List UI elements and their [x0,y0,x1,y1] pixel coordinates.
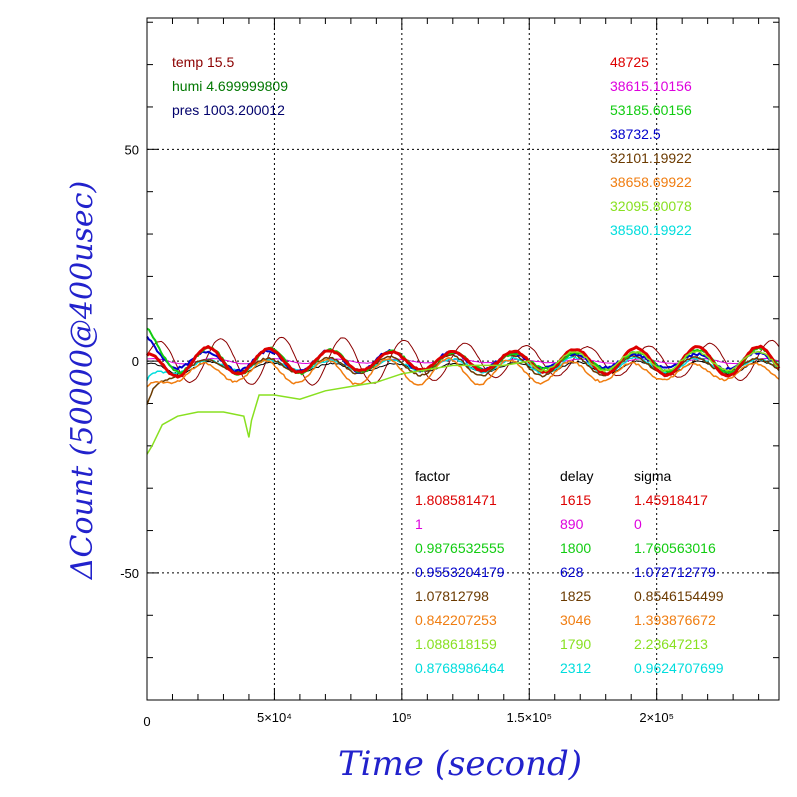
series-line [146,336,780,386]
series-line [146,357,780,388]
table-cell-factor: 0.8768986464 [415,660,505,676]
env-humi-label: humi 4.699999809 [172,78,288,94]
x-tick-label: 10⁵ [392,710,412,725]
table-cell-factor: 1.808581471 [415,492,497,508]
y-tick-label: -50 [120,566,139,581]
env-temp-label: temp 15.5 [172,54,234,70]
table-cell-factor: 1 [415,516,423,532]
y-tick-label: 50 [125,142,139,157]
x-tick-label: 5×10⁴ [257,710,292,725]
table-cell-sigma: 0.8546154499 [634,588,724,604]
table-cell-factor: 0.9553204179 [415,564,505,580]
table-cell-delay: 1800 [560,540,591,556]
count-label: 32101.19922 [610,150,692,166]
tick-marks [146,18,779,701]
series-line-drift [146,350,779,455]
y-tick-label: 0 [132,354,139,369]
table-cell-delay: 1825 [560,588,591,604]
table-cell-factor: 1.088618159 [415,636,497,652]
table-cell-factor: 0.842207253 [415,612,497,628]
table-header: factor [415,468,450,484]
table-header: delay [560,468,593,484]
count-label: 48725 [610,54,649,70]
count-label: 38580.19922 [610,222,692,238]
count-label: 38615.10156 [610,78,692,94]
count-label: 53185.60156 [610,102,692,118]
table-cell-delay: 2312 [560,660,591,676]
table-cell-sigma: 2.23647213 [634,636,708,652]
series-line [145,344,781,379]
count-label: 38732.5 [610,126,661,142]
table-cell-sigma: 0 [634,516,642,532]
table-header: sigma [634,468,672,484]
env-pres-label: pres 1003.200012 [172,102,285,118]
counts-legend: 48725 38615.10156 53185.60156 38732.5 32101.… [610,54,692,238]
table-cell-sigma: 1.393876672 [634,612,716,628]
y-axis-title: ΔCount (50000@400usec) [65,181,100,580]
table-cell-factor: 0.9876532555 [415,540,505,556]
table-cell-delay: 628 [560,564,584,580]
count-label: 38658.69922 [610,174,692,190]
x-tick-label: 2×10⁵ [639,710,674,725]
table-cell-delay: 890 [560,516,584,532]
data-lines [145,327,781,455]
plot-frame [146,17,780,701]
table-cell-delay: 3046 [560,612,591,628]
count-label: 32095.80078 [610,198,692,214]
tick-labels: 0 5×10⁴ 10⁵ 1.5×10⁵ 2×10⁵ -50 0 50 [120,142,674,729]
parameter-table: factor delay sigma 1.808581471 1615 1.4591841… [415,468,724,676]
table-cell-sigma: 1.760563016 [634,540,716,556]
table-cell-sigma: 1.45918417 [634,492,708,508]
table-cell-sigma: 0.9624707699 [634,660,724,676]
x-axis-title: Time (second) [338,744,582,784]
table-cell-delay: 1790 [560,636,591,652]
x-tick-label: 0 [143,714,150,729]
table-cell-factor: 1.07812798 [415,588,489,604]
x-tick-label: 1.5×10⁵ [507,710,553,725]
table-cell-delay: 1615 [560,492,591,508]
table-cell-sigma: 1.072712779 [634,564,716,580]
